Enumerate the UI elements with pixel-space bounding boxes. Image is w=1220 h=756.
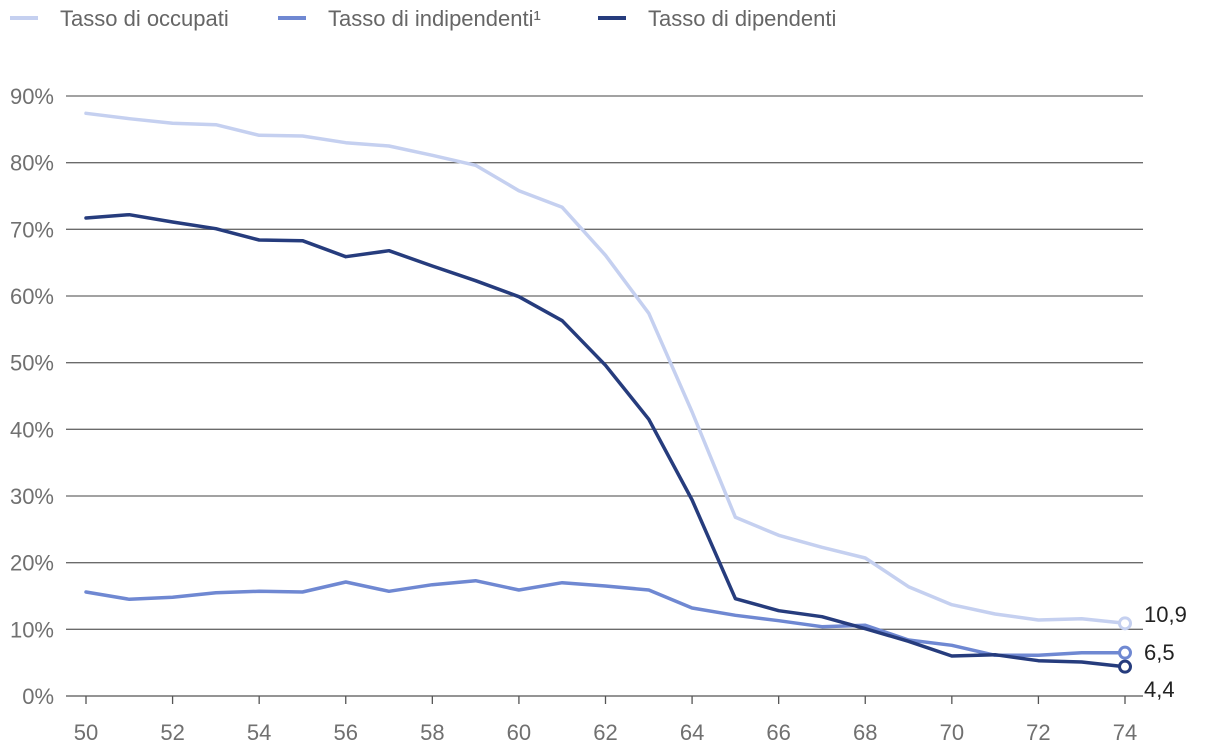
series-line-3 xyxy=(84,212,1127,669)
y-tick-label: 70% xyxy=(10,217,54,242)
y-tick-label: 0% xyxy=(22,684,54,709)
legend-label: Tasso di occupati xyxy=(60,6,229,31)
legend-label: Tasso di indipendenti¹ xyxy=(328,6,541,31)
x-tick-label: 68 xyxy=(853,720,877,745)
x-tick-label: 62 xyxy=(593,720,617,745)
y-tick-label: 40% xyxy=(10,417,54,442)
y-tick-label: 20% xyxy=(10,551,54,576)
x-axis: 50 52 54 56 58 60 62 64 66 68 70 72 74 xyxy=(74,696,1137,745)
x-tick-label: 70 xyxy=(940,720,964,745)
x-tick-label: 50 xyxy=(74,720,98,745)
x-tick-label: 54 xyxy=(247,720,271,745)
end-marker xyxy=(1118,659,1132,674)
end-value-label: 10,9 xyxy=(1144,602,1187,627)
legend-label: Tasso di dipendenti xyxy=(648,6,836,31)
grid-lines xyxy=(66,95,1143,697)
series-lines xyxy=(84,111,1127,669)
legend: Tasso di occupati Tasso di indipendenti¹ T… xyxy=(10,6,836,31)
x-tick-label: 64 xyxy=(680,720,704,745)
end-marker xyxy=(1118,645,1132,660)
x-tick-label: 58 xyxy=(420,720,444,745)
y-tick-label: 60% xyxy=(10,284,54,309)
end-markers: 10,9 6,5 4,4 xyxy=(1118,602,1187,702)
end-marker xyxy=(1118,616,1132,631)
x-tick-label: 72 xyxy=(1026,720,1050,745)
x-tick-label: 60 xyxy=(507,720,531,745)
series-line-1 xyxy=(84,111,1127,626)
y-tick-label: 50% xyxy=(10,351,54,376)
series-line-2 xyxy=(84,578,1127,658)
y-tick-label: 90% xyxy=(10,84,54,109)
x-tick-label: 74 xyxy=(1113,720,1137,745)
y-tick-label: 10% xyxy=(10,617,54,642)
y-tick-label: 30% xyxy=(10,484,54,509)
y-tick-label: 80% xyxy=(10,151,54,176)
x-tick-label: 52 xyxy=(160,720,184,745)
x-tick-label: 66 xyxy=(766,720,790,745)
y-axis: 0% 10% 20% 30% 40% 50% 60% 70% 80% 90% xyxy=(10,84,54,709)
x-tick-label: 56 xyxy=(334,720,358,745)
end-value-label: 6,5 xyxy=(1144,640,1175,665)
end-value-label: 4,4 xyxy=(1144,677,1175,702)
